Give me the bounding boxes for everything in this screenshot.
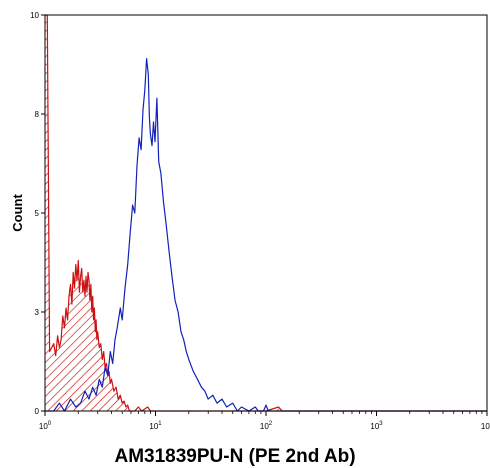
y-tick-label: 3 [35, 308, 40, 317]
y-tick-label: 0 [35, 407, 40, 416]
x-tick-label: 102 [260, 421, 273, 431]
y-tick-label: 8 [35, 110, 40, 119]
x-tick-label: 101 [149, 421, 162, 431]
x-tick-label: 100 [39, 421, 52, 431]
plot-area [45, 14, 487, 412]
y-axis-title: Count [10, 194, 25, 232]
x-axis-title: AM31839PU-N (PE 2nd Ab) [114, 446, 355, 467]
axis-ticks: 100 101 102 103 104 0 3 5 8 10 [30, 11, 490, 431]
x-tick-label: 103 [370, 421, 383, 431]
x-tick-label: 104 [481, 421, 490, 431]
series-2-line [45, 58, 487, 412]
series-1-fill [45, 15, 487, 411]
y-tick-label: 10 [30, 11, 39, 20]
series-1-line [45, 14, 487, 412]
plot-frame [44, 14, 488, 412]
y-tick-label: 5 [35, 209, 40, 218]
